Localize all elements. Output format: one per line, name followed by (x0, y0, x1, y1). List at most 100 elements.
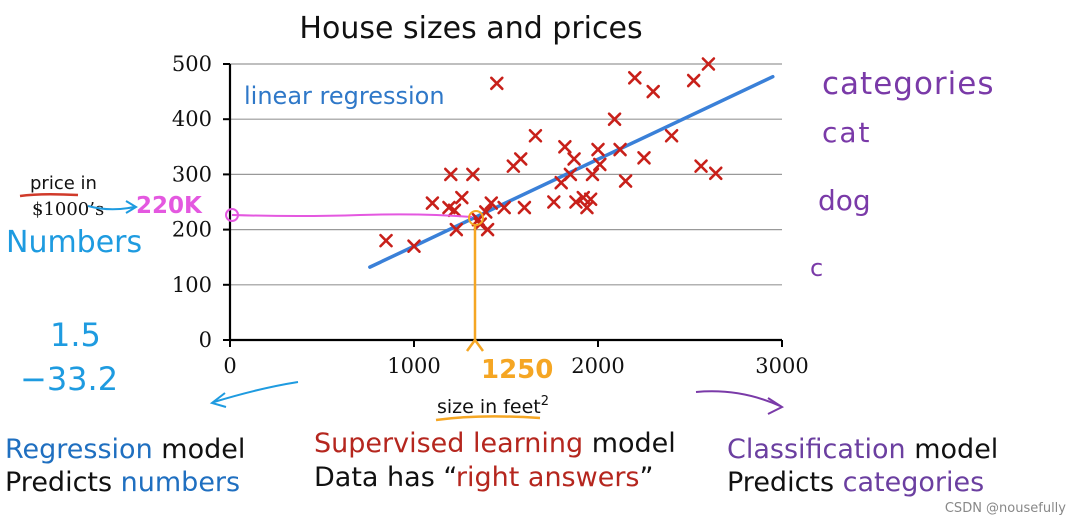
data-point-40 (694, 159, 708, 173)
plot-area: 0 100 200 300 400 500 0 1000 2000 3000 linear re… (172, 52, 809, 378)
data-point-1 (407, 239, 421, 253)
footer-right-line1: Classification model (727, 434, 998, 465)
data-point-30 (591, 142, 605, 157)
x-tick-label: 2000 (571, 354, 624, 378)
y-tick-label: 200 (172, 218, 212, 242)
predicted-x-label: 1250 (481, 355, 553, 385)
data-point-12 (480, 222, 495, 237)
footer-center-line2: Data has “right answers” (314, 462, 653, 493)
data-point-7 (455, 190, 469, 205)
watermark: CSDN @nousefully (945, 501, 1066, 516)
footer-center-line2-highlight: right answers (456, 462, 640, 493)
footer-right-line2: Predicts categories (727, 467, 984, 498)
data-point-42 (708, 166, 723, 181)
y-tick-label: 500 (172, 52, 212, 76)
chart-title: House sizes and prices (299, 11, 642, 46)
prediction-point-marker (468, 210, 484, 226)
gridlines (230, 63, 782, 286)
footer-left-line2-start: Predicts (5, 467, 121, 498)
prediction-y-marker (225, 208, 239, 222)
data-points (379, 57, 723, 253)
y-label-underline (19, 192, 79, 198)
data-point-17 (513, 152, 528, 166)
regression-arrow (213, 381, 299, 403)
data-point-38 (664, 128, 679, 143)
data-point-33 (613, 142, 627, 157)
footer-left-highlight: Regression (5, 434, 153, 465)
x-axis-ticks: 0 1000 2000 3000 (223, 340, 809, 378)
footer-left-line2-highlight: numbers (121, 467, 240, 498)
footer-right-rest: model (906, 434, 999, 465)
example-value-2: −33.2 (20, 360, 118, 398)
data-point-39 (686, 73, 701, 88)
y-tick-label: 100 (172, 273, 212, 297)
data-point-35 (627, 71, 642, 85)
data-point-19 (528, 128, 543, 143)
data-point-37 (646, 84, 661, 99)
data-point-28 (583, 192, 598, 207)
fit-line-label: linear regression (244, 82, 445, 110)
data-point-15 (497, 200, 511, 215)
data-point-5 (447, 203, 462, 218)
data-point-25 (569, 195, 583, 209)
footer-center-line2-end: ” (639, 462, 653, 493)
footer-right-line2-highlight: categories (843, 467, 985, 498)
data-point-41 (701, 57, 716, 71)
x-tick-label: 1000 (387, 354, 440, 378)
footer-center-rest: model (583, 428, 676, 459)
category-partial: c (810, 254, 823, 282)
classification-arrow (695, 390, 781, 407)
footer-center-highlight: Supervised learning (314, 428, 583, 459)
y-axis-label-line2: $1000’s (32, 199, 104, 220)
y-tick-label: 0 (199, 328, 212, 352)
y-tick-label: 300 (172, 162, 212, 186)
data-point-14 (489, 76, 504, 91)
x-axis-label-text: size in feet (437, 396, 541, 418)
x-label-underline (435, 415, 541, 422)
data-point-18 (517, 200, 532, 215)
footer-center-line1: Supervised learning model (314, 428, 676, 459)
category-dog: dog (818, 184, 871, 217)
data-point-34 (618, 174, 633, 188)
category-cat: cat (822, 116, 872, 149)
data-point-0 (379, 233, 393, 248)
data-point-8 (466, 167, 480, 182)
y-axis-label-line1: price in (30, 173, 97, 194)
data-point-2 (425, 196, 440, 210)
footer-left-line1: Regression model (5, 434, 245, 465)
data-point-29 (585, 167, 600, 182)
y-tick-label: 400 (172, 107, 212, 131)
y-label-arrowhead (125, 200, 138, 214)
data-point-20 (547, 195, 561, 209)
data-point-6 (449, 222, 464, 237)
data-point-13 (484, 196, 499, 210)
data-point-31 (593, 157, 607, 172)
x-tick-label: 3000 (755, 354, 808, 378)
data-point-27 (580, 200, 594, 215)
prediction-horizontal-line (231, 213, 473, 218)
y-axis-ticks: 0 100 200 300 400 500 (172, 52, 230, 352)
x-axis-label-superscript: 2 (541, 394, 549, 409)
footer-right-line2-start: Predicts (727, 467, 843, 498)
footer-right-highlight: Classification (727, 434, 906, 465)
numbers-annotation: Numbers (6, 225, 142, 260)
example-value-1: 1.5 (50, 316, 101, 354)
y-label-arrow (87, 205, 135, 211)
data-point-36 (637, 151, 651, 165)
x-axis-label: size in feet2 (437, 394, 549, 418)
footer-left-line2: Predicts numbers (5, 467, 240, 498)
prediction-arrow-up (465, 337, 485, 352)
footer-left-rest: model (153, 434, 246, 465)
data-point-4 (443, 167, 458, 182)
data-point-22 (558, 140, 572, 154)
data-point-32 (607, 112, 622, 126)
data-point-24 (567, 152, 581, 166)
categories-annotation: categories (822, 66, 995, 102)
predicted-y-label: 220K (136, 193, 203, 219)
classification-arrowhead (767, 397, 785, 415)
x-tick-label: 0 (223, 354, 236, 378)
footer-center-line2-start: Data has “ (314, 462, 456, 493)
regression-arrowhead (209, 392, 227, 408)
data-point-23 (563, 167, 578, 182)
